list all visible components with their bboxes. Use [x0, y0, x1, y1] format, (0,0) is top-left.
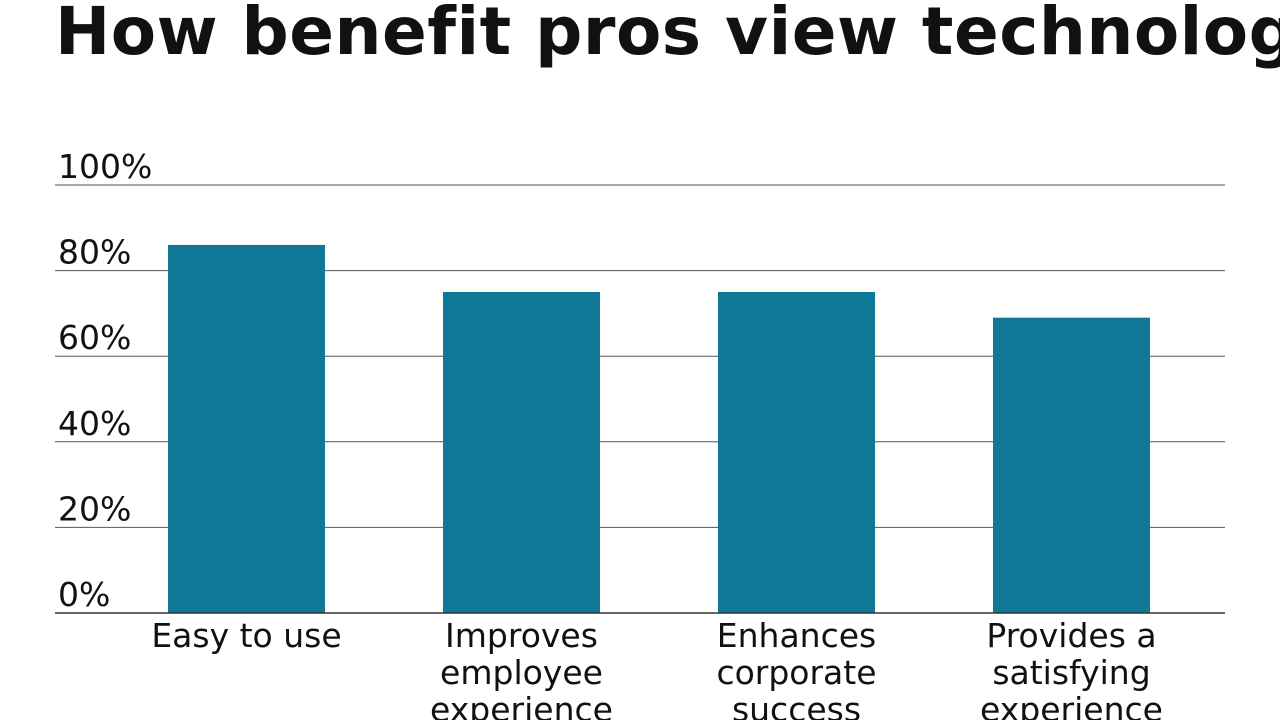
- x-tick-label: Easy to use: [151, 616, 341, 655]
- y-tick-label: 0%: [58, 575, 110, 614]
- x-tick-label: employee: [440, 653, 603, 692]
- bar: [993, 317, 1150, 613]
- y-tick-label: 60%: [58, 318, 131, 357]
- y-tick-label: 20%: [58, 489, 131, 528]
- bar: [718, 292, 875, 613]
- x-tick-label: corporate: [716, 653, 876, 692]
- y-tick-label: 80%: [58, 233, 131, 272]
- x-tick-label: experience: [980, 690, 1163, 720]
- chart-title: How benefit pros view technology: [55, 0, 1280, 70]
- y-tick-label: 40%: [58, 404, 131, 443]
- bar: [168, 244, 325, 614]
- x-tick-label: experience: [430, 690, 613, 720]
- bar: [443, 292, 600, 613]
- y-tick-label: 100%: [58, 147, 152, 186]
- x-tick-label: success: [732, 690, 861, 720]
- x-tick-label: Enhances: [717, 616, 876, 655]
- x-tick-label: Improves: [445, 616, 598, 655]
- x-tick-label: satisfying: [992, 653, 1150, 692]
- x-tick-label: Provides a: [986, 616, 1156, 655]
